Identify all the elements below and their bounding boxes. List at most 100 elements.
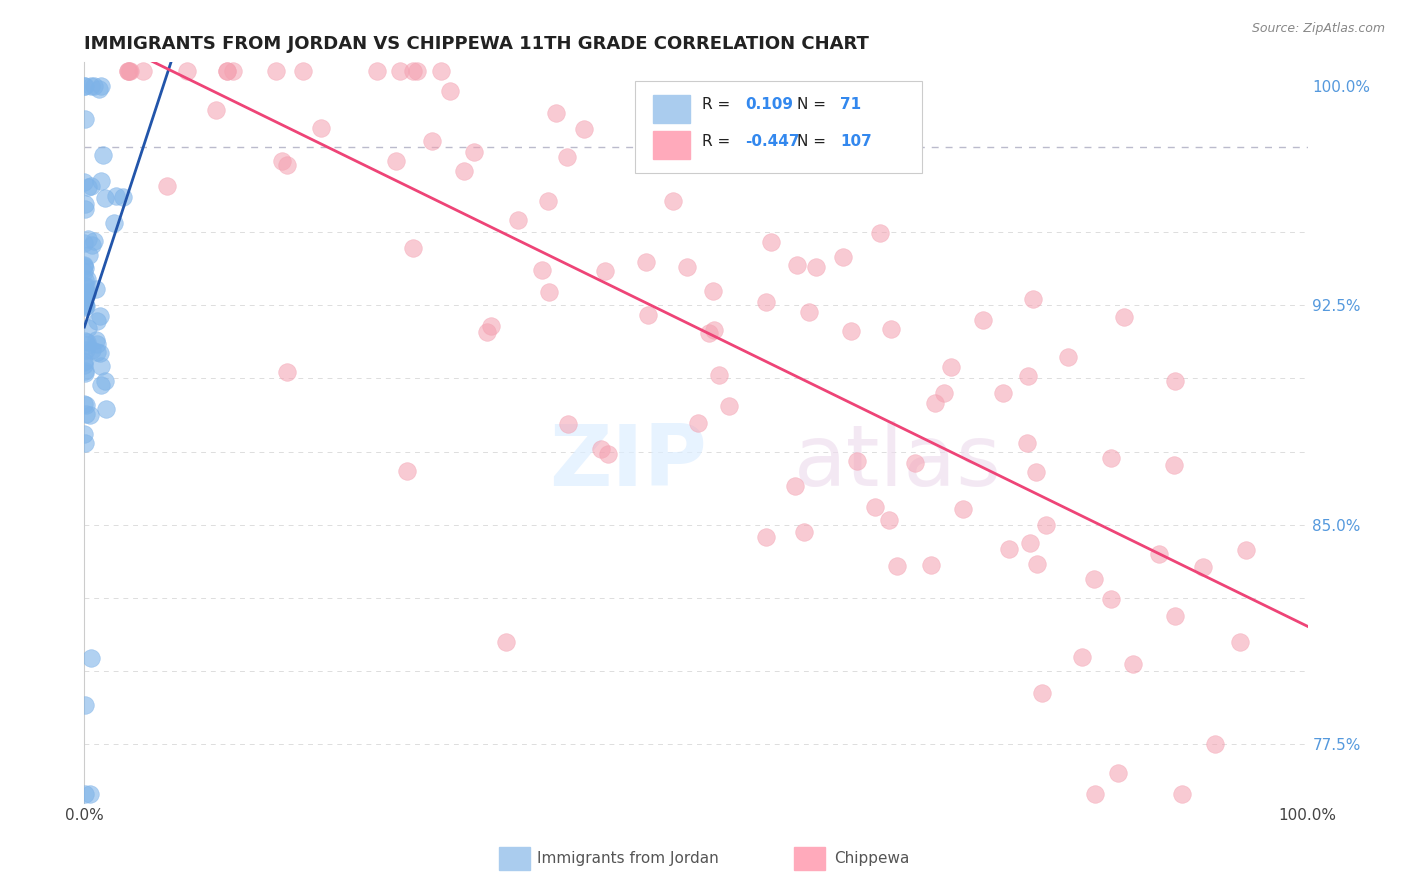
- Point: [934, 386, 956, 401]
- Text: ZIP: ZIP: [550, 421, 707, 504]
- Point: [73, 396, 96, 410]
- FancyBboxPatch shape: [654, 130, 690, 159]
- Point: [90, 78, 112, 93]
- Point: [697, 326, 720, 341]
- Text: IMMIGRANTS FROM JORDAN VS CHIPPEWA 11TH GRADE CORRELATION CHART: IMMIGRANTS FROM JORDAN VS CHIPPEWA 11TH …: [84, 35, 869, 53]
- Point: [73, 298, 96, 312]
- Point: [73, 197, 96, 211]
- Point: [86, 336, 108, 351]
- Point: [75, 286, 97, 301]
- Point: [401, 64, 423, 78]
- Text: N =: N =: [797, 97, 831, 112]
- Point: [73, 264, 96, 278]
- Point: [82, 343, 104, 357]
- Point: [1056, 350, 1078, 364]
- Point: [111, 190, 134, 204]
- Point: [997, 542, 1019, 557]
- Point: [73, 78, 96, 93]
- Point: [264, 64, 287, 78]
- Point: [76, 287, 98, 301]
- Point: [76, 285, 98, 299]
- Point: [75, 112, 97, 126]
- Text: 0.109: 0.109: [745, 97, 793, 112]
- Point: [385, 154, 408, 169]
- Point: [89, 309, 111, 323]
- Point: [73, 334, 96, 348]
- Point: [77, 232, 100, 246]
- Point: [1114, 310, 1136, 324]
- Point: [73, 279, 96, 293]
- Point: [73, 176, 96, 190]
- Point: [1017, 369, 1039, 384]
- Point: [877, 513, 900, 527]
- Point: [90, 378, 112, 392]
- Point: [537, 285, 560, 299]
- Point: [839, 324, 862, 338]
- Point: [817, 132, 839, 146]
- Point: [544, 105, 567, 120]
- Point: [557, 150, 579, 164]
- Point: [904, 456, 927, 470]
- Point: [1035, 517, 1057, 532]
- Point: [79, 787, 101, 801]
- Point: [388, 64, 411, 78]
- Point: [276, 365, 298, 379]
- Point: [1019, 535, 1042, 549]
- Point: [1071, 649, 1094, 664]
- Point: [1099, 450, 1122, 465]
- Point: [702, 284, 724, 298]
- Point: [94, 402, 117, 417]
- Point: [993, 386, 1015, 401]
- Text: 107: 107: [841, 134, 872, 149]
- Point: [972, 313, 994, 327]
- Point: [1229, 635, 1251, 649]
- Point: [591, 442, 613, 457]
- Point: [276, 158, 298, 172]
- Point: [89, 346, 111, 360]
- Point: [1021, 292, 1043, 306]
- Point: [73, 293, 96, 308]
- Point: [75, 407, 97, 421]
- Point: [89, 82, 111, 96]
- Point: [77, 248, 100, 262]
- Point: [557, 417, 579, 432]
- Point: [75, 436, 97, 450]
- Point: [80, 78, 103, 93]
- Point: [755, 530, 778, 544]
- Point: [77, 179, 100, 194]
- Point: [786, 258, 808, 272]
- Point: [1234, 543, 1257, 558]
- Point: [75, 279, 97, 293]
- Point: [73, 78, 96, 93]
- Point: [73, 258, 96, 272]
- Point: [797, 304, 820, 318]
- Point: [90, 174, 112, 188]
- Point: [395, 464, 418, 478]
- Point: [73, 259, 96, 273]
- Point: [75, 202, 97, 217]
- Text: R =: R =: [702, 134, 735, 149]
- Point: [1031, 686, 1053, 700]
- Point: [869, 227, 891, 241]
- Point: [1164, 374, 1187, 388]
- Point: [104, 189, 127, 203]
- Point: [94, 374, 117, 388]
- FancyBboxPatch shape: [636, 81, 922, 173]
- Point: [73, 358, 96, 372]
- Point: [475, 325, 498, 339]
- Point: [845, 145, 868, 159]
- Point: [479, 318, 502, 333]
- Point: [132, 64, 155, 78]
- Point: [83, 234, 105, 248]
- Point: [86, 314, 108, 328]
- Point: [176, 64, 198, 78]
- Point: [430, 64, 453, 78]
- Point: [761, 235, 783, 249]
- Text: R =: R =: [702, 97, 735, 112]
- Point: [75, 343, 97, 357]
- Point: [1171, 787, 1194, 801]
- Point: [637, 308, 659, 322]
- Point: [1083, 787, 1105, 801]
- Point: [675, 260, 697, 275]
- Point: [785, 478, 807, 492]
